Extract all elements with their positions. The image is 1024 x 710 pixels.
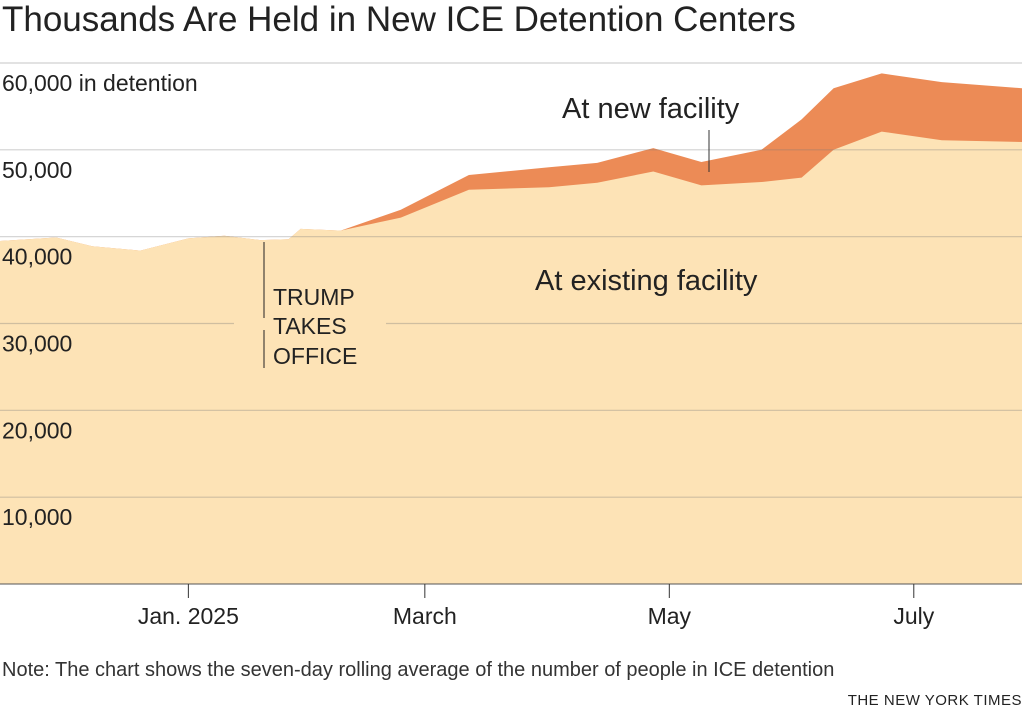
y-tick-label: 60,000 in detention — [2, 70, 198, 96]
y-tick-label: 20,000 — [2, 417, 72, 443]
x-tick-label: March — [393, 603, 457, 629]
source-credit: THE NEW YORK TIMES — [848, 692, 1022, 709]
area-existing-facility — [0, 131, 1022, 584]
annotation-grid-mask — [234, 318, 386, 330]
y-tick-label: 10,000 — [2, 504, 72, 530]
x-tick-label: Jan. 2025 — [138, 603, 239, 629]
x-tick-label: May — [648, 603, 692, 629]
y-tick-label: 30,000 — [2, 331, 72, 357]
y-tick-label: 50,000 — [2, 157, 72, 183]
chart-title: Thousands Are Held in New ICE Detention … — [2, 0, 796, 39]
y-tick-label: 40,000 — [2, 244, 72, 270]
chart-note: Note: The chart shows the seven-day roll… — [2, 659, 834, 681]
annotation-line-3: OFFICE — [273, 343, 357, 369]
label-existing-facility: At existing facility — [535, 265, 758, 297]
x-tick-label: July — [893, 603, 934, 629]
label-new-facility: At new facility — [562, 93, 740, 125]
annotation-line-1: TRUMP — [273, 284, 355, 310]
annotation-line-2: TAKES — [273, 313, 347, 339]
